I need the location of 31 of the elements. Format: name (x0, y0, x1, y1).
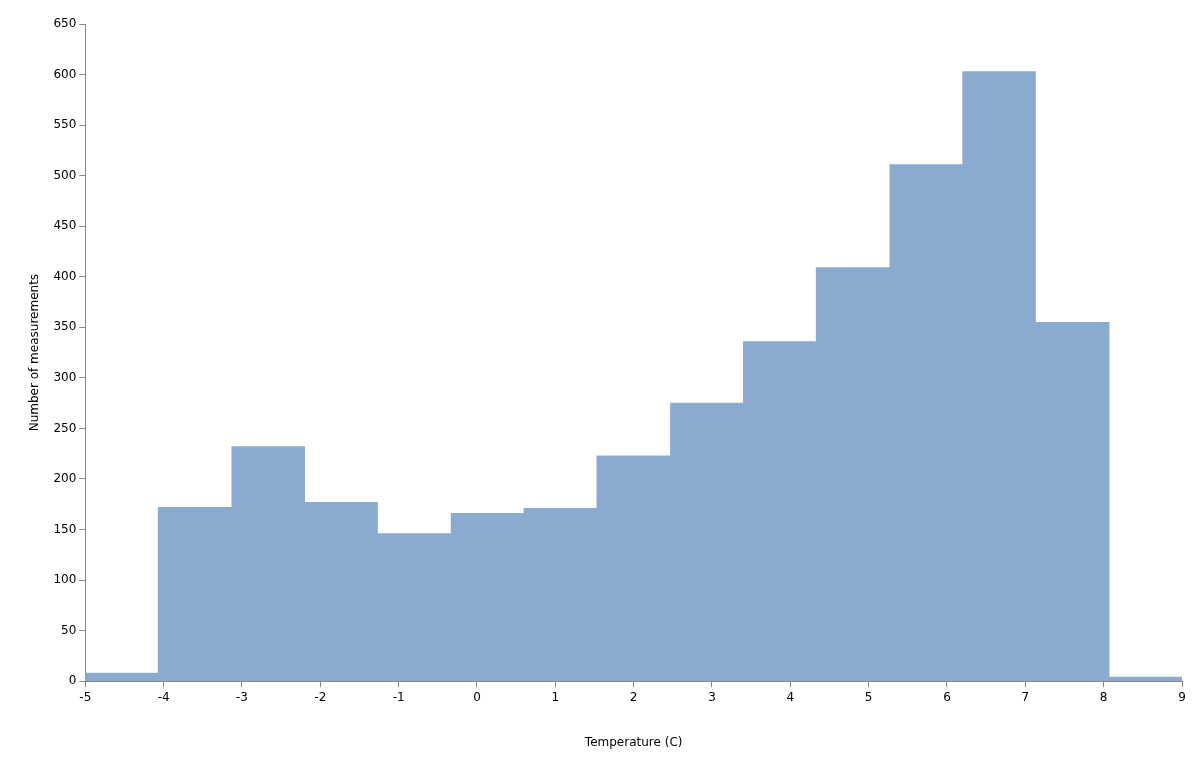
x-tick-label: 3 (708, 689, 716, 704)
y-tick-label: 500 (53, 167, 77, 182)
x-tick-label: 9 (1178, 689, 1186, 704)
x-tick-label: 4 (786, 689, 795, 704)
y-tick-label: 600 (53, 66, 77, 81)
y-tick-label: 450 (53, 218, 77, 233)
y-tick-label: 200 (53, 471, 77, 486)
x-tick-label: 8 (1099, 689, 1108, 704)
y-tick-label: 300 (53, 370, 77, 384)
x-tick-label: 2 (629, 689, 638, 704)
y-tick-label: 0 (68, 673, 77, 688)
y-tick-label: 150 (53, 521, 77, 536)
x-tick-label: -5 (79, 689, 92, 704)
y-axis-title: Number of measurements (27, 273, 42, 432)
y-tick-label: 650 (53, 16, 77, 31)
y-tick-label: 350 (53, 319, 77, 334)
y-tick-label: 50 (61, 622, 77, 637)
x-tick-label: 5 (864, 689, 873, 704)
x-tick-label: -2 (314, 689, 327, 704)
x-tick-label: -1 (392, 689, 405, 704)
y-tick-label: 400 (53, 268, 77, 283)
y-tick-label: 250 (53, 420, 77, 435)
x-tick-label: 1 (551, 689, 560, 704)
y-tick-label: 100 (53, 572, 77, 587)
x-tick-label: -3 (235, 689, 248, 704)
x-axis-title: Temperature (C) (583, 734, 683, 749)
y-tick-label: 550 (53, 117, 77, 132)
x-tick-label: 0 (473, 689, 481, 704)
x-tick-label: 7 (1021, 689, 1030, 704)
x-tick-label: 6 (943, 689, 951, 704)
x-tick-label: -4 (157, 689, 170, 704)
